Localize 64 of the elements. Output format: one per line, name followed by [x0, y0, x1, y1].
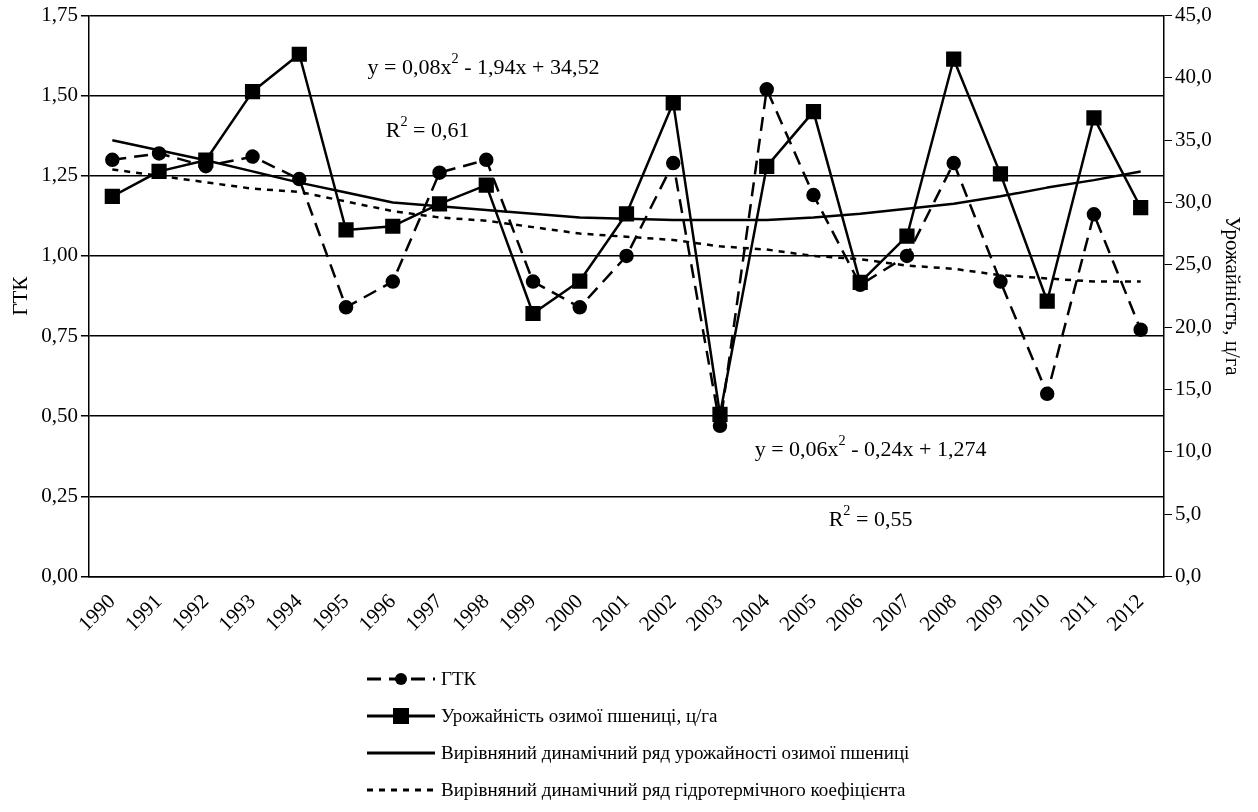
point	[338, 222, 354, 238]
point	[618, 206, 635, 222]
y2-tick-label: 0,0	[1175, 563, 1202, 587]
y2-tick-label: 40,0	[1175, 64, 1212, 89]
point	[104, 188, 120, 204]
point	[385, 274, 401, 289]
point	[993, 274, 1008, 289]
point	[805, 103, 822, 120]
legend-label: Вирівняний динамічний ряд гідротермічного коефіцієнта	[441, 778, 906, 801]
y-tick-label: 0,75	[41, 322, 78, 347]
point	[665, 155, 681, 171]
legend-label: Урожайність озимої пшениці, ц/га	[441, 704, 718, 727]
point	[1039, 293, 1055, 309]
point	[946, 155, 961, 171]
y2-tick-label: 10,0	[1175, 438, 1212, 463]
point	[479, 152, 494, 168]
point	[665, 95, 681, 111]
point	[292, 171, 307, 187]
point	[478, 177, 494, 193]
point	[525, 305, 541, 322]
y2-tick-label: 45,0	[1175, 2, 1212, 27]
legend-label: ГТК	[441, 667, 477, 690]
point	[899, 228, 915, 244]
y2-axis-title: Урожайність, ц/га	[1220, 216, 1245, 377]
point	[245, 149, 260, 164]
point	[432, 165, 447, 180]
y2-tick-label: 15,0	[1175, 376, 1212, 401]
point	[244, 84, 261, 100]
point	[1039, 386, 1055, 402]
legend-label: Вирівняний динамічний ряд урожайності озимої пшениці	[441, 741, 910, 764]
y2-tick-label: 20,0	[1175, 313, 1212, 338]
point	[1086, 110, 1102, 126]
y-tick-label: 1,75	[41, 2, 78, 27]
y2-tick-label: 25,0	[1175, 251, 1212, 276]
point	[338, 300, 354, 315]
point	[946, 51, 962, 67]
point	[151, 163, 167, 180]
y-axis-title: ГТК	[8, 275, 33, 316]
point	[431, 196, 448, 212]
point	[619, 248, 634, 264]
point	[899, 248, 915, 264]
point	[759, 82, 774, 97]
point	[992, 166, 1009, 182]
y-tick-label: 0,00	[41, 563, 78, 587]
point	[1133, 322, 1148, 337]
y-tick-label: 0,50	[41, 402, 78, 427]
y2-tick-label: 30,0	[1175, 189, 1212, 214]
point	[291, 46, 307, 62]
y2-tick-label: 35,0	[1175, 126, 1212, 151]
y-tick-label: 1,00	[41, 242, 78, 267]
point	[806, 187, 821, 203]
point	[759, 158, 775, 175]
point	[1086, 207, 1102, 222]
point	[572, 273, 588, 289]
y-tick-label: 1,50	[41, 82, 78, 107]
y-tick-label: 1,25	[41, 162, 78, 187]
point	[105, 152, 120, 168]
point	[525, 274, 541, 289]
y2-tick-label: 5,0	[1175, 500, 1202, 525]
point	[385, 218, 401, 234]
point	[572, 300, 588, 315]
point	[1133, 199, 1149, 216]
y-tick-label: 0,25	[41, 482, 78, 507]
point	[151, 146, 167, 161]
